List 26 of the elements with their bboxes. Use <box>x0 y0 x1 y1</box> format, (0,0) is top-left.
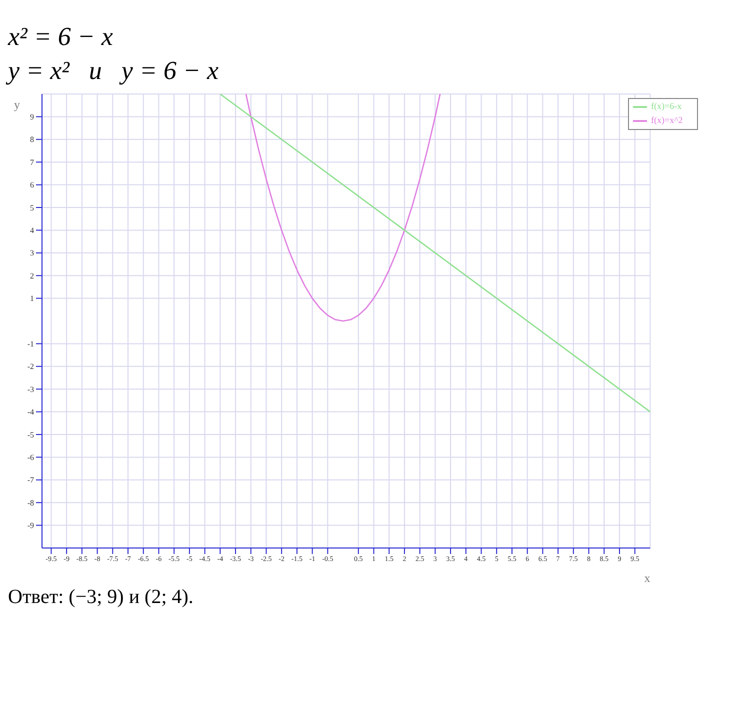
y-tick-label: 9 <box>30 112 34 122</box>
x-axis-title: x <box>644 571 650 585</box>
y-tick-label: -6 <box>27 453 34 462</box>
y-tick-label: 6 <box>30 180 34 190</box>
y-tick-label: -4 <box>27 408 34 417</box>
y-tick-label: 7 <box>30 158 34 167</box>
y-tick-label: 2 <box>30 271 34 280</box>
y-tick-label: -2 <box>27 362 34 372</box>
text: Ответ: (−3; 9) и (2; 4). <box>8 586 194 609</box>
y-axis-title: y <box>14 98 20 112</box>
y-tick-label: 5 <box>30 203 34 212</box>
y-tick-label: -3 <box>27 384 34 394</box>
y-tick-label: -7 <box>27 476 34 485</box>
y-tick-label: 3 <box>30 248 34 258</box>
chart-title: x² = 6 − x <box>8 22 114 52</box>
y-tick-label: -9 <box>27 521 34 530</box>
legend-label: f(x)=x^2 <box>651 115 683 126</box>
line-series <box>245 94 441 322</box>
y-tick-label: 4 <box>30 226 34 236</box>
y-tick-label: -1 <box>27 340 34 349</box>
y-tick-label: -8 <box>27 498 34 508</box>
legend-label: f(x)=6-x <box>651 101 682 112</box>
chart-subtitle: y = x² и y = 6 − x <box>8 56 220 86</box>
y-tick-label: 8 <box>30 135 34 144</box>
y-tick-label: -5 <box>27 430 34 440</box>
y-tick-label: 1 <box>30 294 34 304</box>
